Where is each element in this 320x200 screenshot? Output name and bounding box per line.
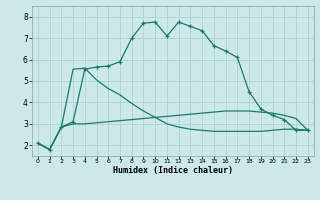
- X-axis label: Humidex (Indice chaleur): Humidex (Indice chaleur): [113, 166, 233, 175]
